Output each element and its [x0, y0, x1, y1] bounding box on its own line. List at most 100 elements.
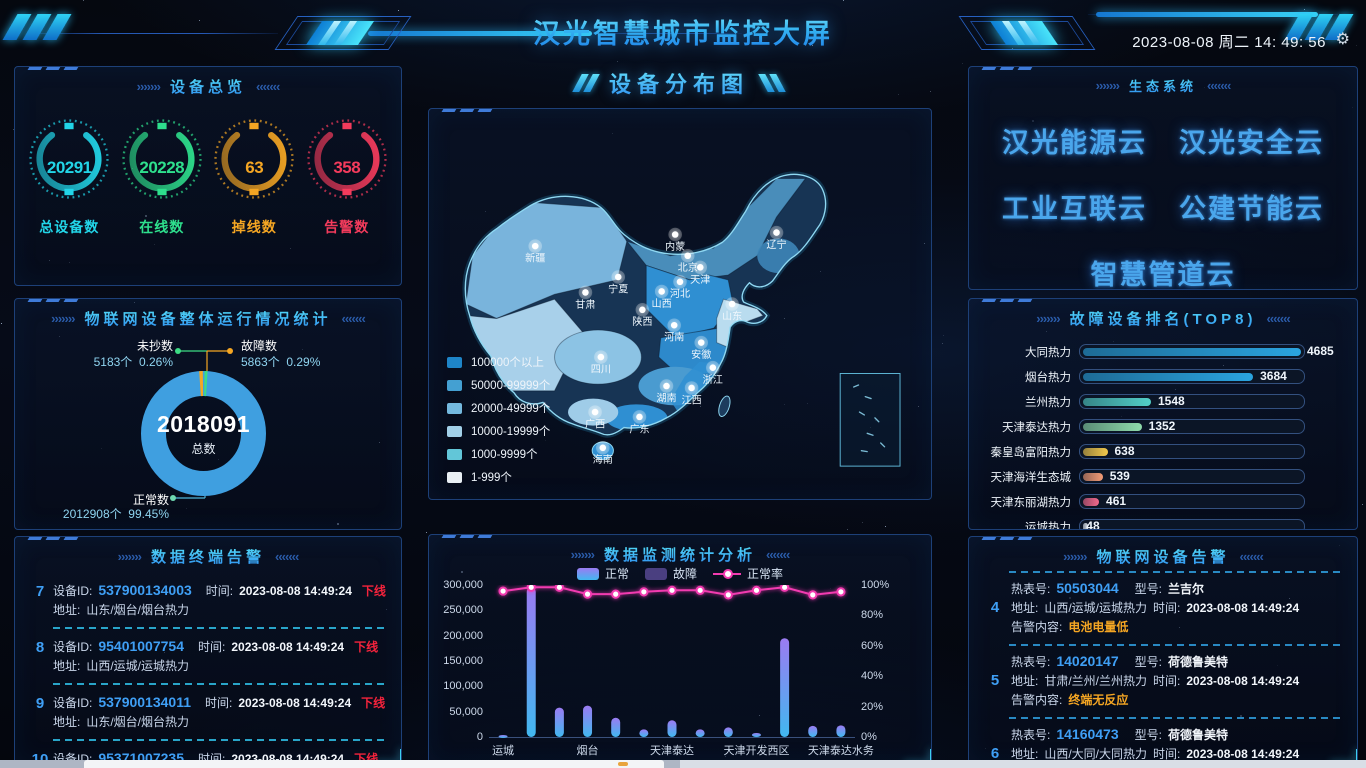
south-china-sea-inset — [839, 372, 901, 467]
donut-callout-normal-value: 2012908个 99.45% — [62, 507, 169, 521]
settings-gear-icon[interactable]: ⚙ — [1335, 31, 1350, 48]
monitor-bar[interactable] — [667, 720, 677, 737]
monitor-line-point[interactable] — [639, 587, 649, 597]
monitor-bar[interactable] — [695, 729, 705, 737]
monitor-line-point[interactable] — [526, 582, 536, 592]
iot-stats-title: 物联网设备整体运行情况统计 — [84, 308, 331, 329]
donut-total: 2018091 — [156, 410, 251, 437]
iot-alarm-row[interactable]: 5 热表号: 14020147 型号: 荷德鲁美特 地址: 甘肃/兰州/兰州热力 时间: 202… — [990, 653, 1300, 707]
svg-text:河北: 河北 — [670, 288, 690, 300]
map-marker-新疆[interactable]: 新疆 — [525, 239, 545, 265]
legend-swatch-icon — [447, 379, 462, 391]
monitor-line-point[interactable] — [808, 590, 818, 600]
svg-text:山东: 山东 — [722, 309, 742, 322]
ecosystem-link-公建节能云[interactable]: 公建节能云 — [1179, 194, 1324, 224]
monitor-bar[interactable] — [780, 638, 790, 737]
monitor-bar[interactable] — [639, 729, 649, 737]
monitor-bar[interactable] — [611, 717, 621, 737]
map-marker-内蒙[interactable]: 内蒙 — [665, 227, 685, 253]
monitor-bar[interactable] — [751, 732, 761, 737]
panel-data-monitor: ››››››› 数据监测统计分析 ‹‹‹‹‹‹‹ 正常 故障 正常率 300,0… — [428, 534, 932, 764]
monitor-line-point[interactable] — [780, 582, 790, 592]
header-line-left2 — [592, 33, 742, 34]
terminal-alarm-row[interactable]: 8 设备ID: 95401007754 时间: 2023-08-08 14:49:24 下… — [35, 638, 379, 673]
svg-text:广西: 广西 — [585, 419, 605, 431]
monitor-bar[interactable] — [498, 734, 508, 738]
taskbar-strip[interactable] — [0, 760, 1366, 768]
legend-rate: 正常率 — [713, 565, 783, 582]
ecosystem-link-智慧管道云[interactable]: 智慧管道云 — [1090, 260, 1236, 290]
map-legend-item: 100000个以上 — [447, 354, 550, 370]
rank-bar — [1083, 522, 1088, 529]
monitor-line-point[interactable] — [582, 589, 593, 599]
rank-value: 3684 — [1260, 369, 1287, 383]
y-axis-right-tick: 40% — [861, 670, 884, 683]
y-axis-right-tick: 60% — [861, 639, 884, 652]
map-marker-天津[interactable]: 天津 — [690, 260, 710, 286]
y-axis-right-tick: 0% — [861, 731, 877, 743]
map-legend-item: 10000-19999个 — [447, 423, 550, 439]
monitor-line-point[interactable] — [611, 589, 621, 599]
monitor-line-point[interactable] — [836, 587, 846, 597]
device-overview-title: 设备总览 — [170, 76, 246, 97]
donut-callout-fault-label: 故障数 — [241, 339, 278, 353]
terminal-alarm-row[interactable]: 7 设备ID: 537900134003 时间: 2023-08-08 14:49:24… — [35, 582, 386, 617]
terminal-alarm-row[interactable]: 9 设备ID: 537900134011 时间: 2023-08-08 14:49:24… — [35, 694, 386, 729]
x-axis-tick: 烟台 — [576, 745, 599, 757]
map-marker-甘肃[interactable]: 甘肃 — [575, 285, 596, 311]
legend-fault: 故障 — [644, 565, 697, 582]
ecosystem-link-汉光能源云[interactable]: 汉光能源云 — [1002, 128, 1147, 158]
map-marker-安徽[interactable]: 安徽 — [691, 335, 711, 361]
header-glow-bar-left — [368, 31, 592, 36]
monitor-line-point[interactable] — [751, 585, 762, 595]
map-marker-山东[interactable]: 山东 — [722, 297, 742, 322]
ecosystem-link-汉光安全云[interactable]: 汉光安全云 — [1179, 128, 1324, 158]
donut-callout-normal-label: 正常数 — [132, 493, 169, 507]
monitor-bar[interactable] — [526, 587, 536, 737]
map-marker-山西[interactable]: 山西 — [652, 284, 672, 310]
map-marker-江西[interactable]: 江西 — [681, 381, 702, 406]
map-marker-宁夏[interactable]: 宁夏 — [608, 270, 628, 295]
map-marker-湖南[interactable]: 湖南 — [656, 379, 677, 404]
monitor-line-point[interactable] — [723, 590, 733, 600]
donut-callout-unread-value: 5183个 0.26% — [93, 355, 173, 369]
legend-swatch-icon — [447, 356, 462, 368]
map-marker-辽宁[interactable]: 辽宁 — [766, 225, 787, 251]
monitor-line-point[interactable] — [667, 585, 677, 595]
legend-swatch-icon — [447, 402, 462, 414]
monitor-bar[interactable] — [583, 705, 593, 737]
iot-alarm-row[interactable]: 4 热表号: 50503044 型号: 兰吉尔 地址: 山西/运城/运城热力 时间: 2023-… — [990, 580, 1300, 634]
monitor-line-point[interactable] — [498, 586, 508, 596]
monitor-bar[interactable] — [808, 725, 818, 737]
rank-bar — [1083, 347, 1301, 356]
svg-text:海南: 海南 — [593, 453, 613, 466]
map-marker-浙江[interactable]: 浙江 — [703, 360, 723, 386]
svg-text:内蒙: 内蒙 — [665, 240, 685, 253]
monitor-bar[interactable] — [554, 707, 564, 737]
rank-row-运城热力: 运城热力 48 — [979, 514, 1305, 529]
monitor-line-point[interactable] — [695, 585, 705, 595]
header-glow-bar-right — [1096, 12, 1318, 17]
map-marker-海南[interactable]: 海南 — [593, 441, 613, 466]
monitor-bar[interactable] — [836, 725, 846, 737]
map-marker-河南[interactable]: 河南 — [664, 318, 684, 344]
taskbar-indicator-icon — [618, 762, 628, 766]
svg-text:北京: 北京 — [678, 261, 698, 274]
map-marker-河北[interactable]: 河北 — [670, 275, 690, 300]
map-marker-广东[interactable]: 广东 — [629, 410, 650, 435]
monitor-bar[interactable] — [723, 727, 733, 737]
iot-alarm-row[interactable]: 6 热表号: 14160473 型号: 荷德鲁美特 地址: 山西/大同/大同热力 时间: 202… — [990, 726, 1300, 762]
map-marker-北京[interactable]: 北京 — [678, 248, 698, 274]
svg-text:陕西: 陕西 — [632, 315, 652, 328]
taskbar-segment[interactable] — [84, 760, 664, 768]
gauge-掉线数: 63 掉线数 — [210, 115, 298, 237]
ecosystem-links: 汉光能源云 汉光安全云工业互联云 公建节能云智慧管道云 — [969, 121, 1357, 290]
monitor-line-point[interactable] — [554, 582, 564, 592]
ecosystem-link-工业互联云[interactable]: 工业互联云 — [1002, 194, 1147, 224]
y-axis-left-tick: 300,000 — [443, 579, 483, 591]
map-marker-陕西[interactable]: 陕西 — [632, 303, 652, 328]
map-marker-四川[interactable]: 四川 — [591, 350, 611, 376]
rank-bar — [1083, 397, 1151, 406]
map-marker-广西[interactable]: 广西 — [585, 405, 605, 431]
